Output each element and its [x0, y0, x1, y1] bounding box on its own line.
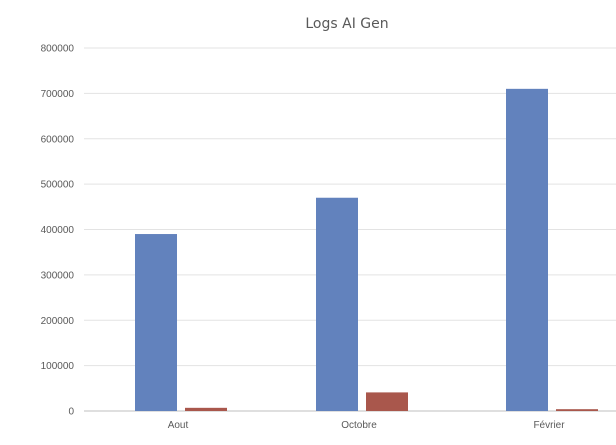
y-tick-label: 0 [68, 407, 74, 418]
y-tick-label: 100000 [41, 361, 75, 372]
bar-series-2-février [556, 409, 598, 411]
x-category-label: Février [533, 420, 565, 431]
bar-series-1-février [506, 88, 548, 412]
chart-title: Logs AI Gen [305, 16, 389, 32]
y-tick-label: 400000 [41, 225, 75, 236]
y-tick-label: 700000 [41, 89, 75, 100]
y-tick-label: 200000 [41, 316, 75, 327]
bar-series-2-octobre [366, 392, 408, 411]
y-tick-label: 800000 [41, 44, 75, 55]
y-tick-label: 600000 [41, 134, 75, 145]
bar-series-1-octobre [316, 197, 358, 411]
y-tick-label: 500000 [41, 180, 75, 191]
y-tick-label: 300000 [41, 270, 75, 281]
x-category-label: Aout [168, 420, 189, 431]
bar-series-1-aout [135, 234, 177, 411]
x-category-label: Octobre [341, 420, 377, 431]
bar-series-2-aout [185, 407, 227, 411]
